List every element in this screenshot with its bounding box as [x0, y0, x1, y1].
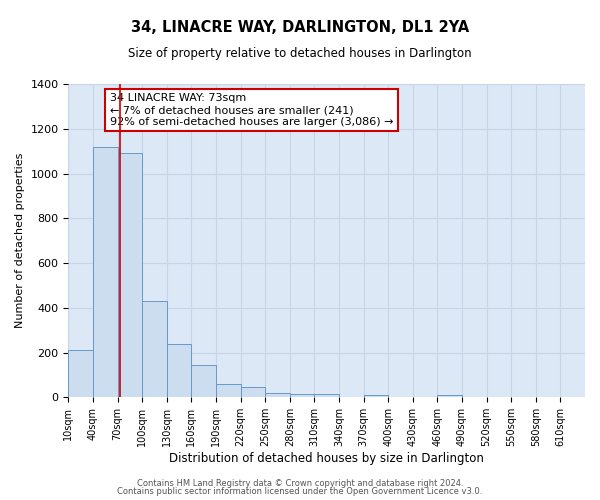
- Bar: [241, 387, 265, 398]
- Text: Size of property relative to detached houses in Darlington: Size of property relative to detached ho…: [128, 48, 472, 60]
- Bar: [93, 146, 118, 398]
- Bar: [314, 394, 339, 398]
- Bar: [167, 344, 191, 398]
- Text: 34 LINACRE WAY: 73sqm
← 7% of detached houses are smaller (241)
92% of semi-deta: 34 LINACRE WAY: 73sqm ← 7% of detached h…: [110, 94, 393, 126]
- Bar: [216, 384, 241, 398]
- Bar: [437, 395, 462, 398]
- Bar: [265, 393, 290, 398]
- Bar: [364, 395, 388, 398]
- Y-axis label: Number of detached properties: Number of detached properties: [15, 153, 25, 328]
- Bar: [142, 301, 167, 398]
- X-axis label: Distribution of detached houses by size in Darlington: Distribution of detached houses by size …: [169, 452, 484, 465]
- Bar: [68, 350, 93, 398]
- Bar: [118, 154, 142, 398]
- Bar: [191, 365, 216, 398]
- Text: 34, LINACRE WAY, DARLINGTON, DL1 2YA: 34, LINACRE WAY, DARLINGTON, DL1 2YA: [131, 20, 469, 35]
- Bar: [290, 394, 314, 398]
- Text: Contains HM Land Registry data © Crown copyright and database right 2024.: Contains HM Land Registry data © Crown c…: [137, 478, 463, 488]
- Text: Contains public sector information licensed under the Open Government Licence v3: Contains public sector information licen…: [118, 487, 482, 496]
